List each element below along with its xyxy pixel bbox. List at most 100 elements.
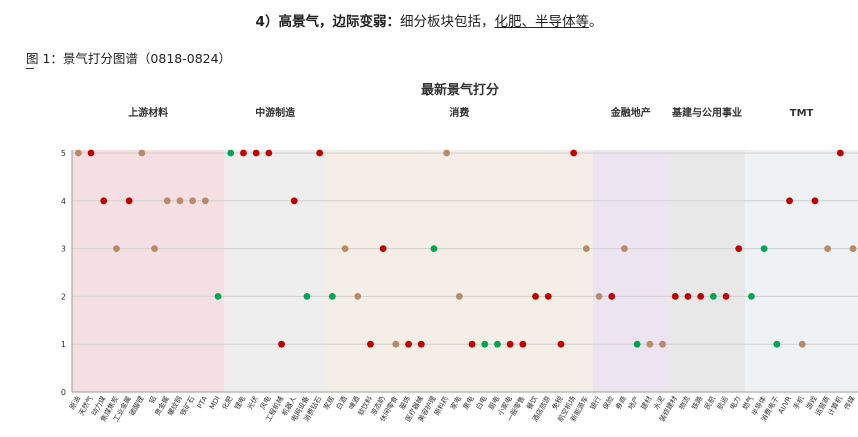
- data-point-0: [74, 149, 82, 157]
- data-point-54: [760, 245, 768, 253]
- group-band-4: [668, 150, 746, 392]
- y-tick-label-0: 0: [61, 388, 66, 397]
- group-label-5: TMT: [790, 108, 814, 119]
- data-point-9: [189, 197, 197, 205]
- group-band-5: [745, 150, 858, 392]
- y-tick-label-3: 3: [61, 245, 66, 254]
- data-point-32: [481, 340, 489, 348]
- data-point-19: [316, 149, 324, 157]
- data-point-8: [176, 197, 184, 205]
- data-point-13: [240, 149, 247, 157]
- data-point-27: [417, 340, 425, 348]
- data-point-58: [811, 197, 819, 205]
- data-point-47: [671, 293, 679, 300]
- data-point-43: [621, 245, 628, 253]
- x-tick-label-43: 券商: [613, 395, 628, 412]
- group-label-1: 中游制造: [255, 106, 296, 119]
- y-tick-label-2: 2: [61, 292, 66, 301]
- data-point-48: [684, 293, 692, 300]
- data-point-26: [405, 340, 412, 348]
- group-labels: 上游材料 中游制造 消费 金融地产 基建与公用事业 TMT: [128, 106, 813, 119]
- x-tick-label-6: 铝: [147, 395, 158, 406]
- x-tick-label-42: 保险: [601, 395, 616, 412]
- headline-underlined: 化肥、半导体等: [494, 14, 589, 30]
- data-point-53: [748, 293, 755, 300]
- data-point-10: [201, 197, 209, 205]
- x-tick-label-61: 传媒: [842, 395, 857, 412]
- data-point-33: [494, 340, 501, 348]
- group-band-0: [72, 150, 225, 392]
- group-label-0: 上游材料: [128, 106, 168, 119]
- data-point-7: [163, 197, 171, 205]
- data-point-12: [227, 149, 235, 157]
- data-point-22: [354, 293, 362, 300]
- group-band-1: [224, 150, 326, 392]
- data-point-34: [506, 340, 514, 348]
- data-point-20: [328, 293, 336, 300]
- x-tick-label-52: 电力: [728, 395, 743, 412]
- x-tick-label-31: 黑电: [461, 395, 476, 412]
- data-point-59: [824, 245, 832, 253]
- data-point-24: [379, 245, 387, 253]
- group-band-2: [326, 150, 593, 392]
- data-point-57: [798, 340, 806, 348]
- x-tick-label-10: PTA: [196, 395, 209, 410]
- headline-text: 细分板块包括，: [399, 14, 495, 30]
- data-point-50: [709, 293, 717, 300]
- data-point-55: [773, 340, 781, 348]
- data-point-18: [303, 293, 311, 300]
- data-point-1: [87, 149, 95, 157]
- data-point-46: [659, 340, 666, 348]
- data-point-44: [633, 340, 641, 348]
- data-points: [74, 149, 857, 348]
- x-tick-label-14: 光伏: [245, 395, 260, 412]
- x-tick-label-44: 地产: [626, 395, 641, 412]
- data-point-17: [290, 197, 298, 205]
- y-axis-ticks: 0 1 2 3 4 5: [61, 149, 66, 397]
- data-point-38: [557, 340, 565, 348]
- data-point-39: [570, 149, 578, 157]
- x-tick-label-12: 化肥: [220, 395, 235, 412]
- x-tick-label-50: 民航: [702, 395, 717, 412]
- data-point-49: [697, 293, 705, 300]
- data-point-56: [786, 197, 793, 205]
- data-point-36: [532, 293, 539, 300]
- data-point-16: [278, 340, 285, 348]
- group-label-4: 基建与公用事业: [671, 106, 742, 119]
- chart-title: 最新景气打分: [421, 82, 499, 98]
- data-point-23: [367, 340, 374, 348]
- data-point-2: [100, 197, 108, 205]
- data-point-25: [392, 340, 400, 348]
- data-point-14: [252, 149, 260, 157]
- data-point-21: [341, 245, 349, 253]
- x-tick-label-49: 铁路: [690, 395, 705, 412]
- caption-underline-mark: [26, 68, 34, 69]
- data-point-37: [544, 293, 552, 300]
- x-tick-label-45: 建材: [639, 395, 654, 412]
- data-point-29: [443, 149, 451, 157]
- data-point-6: [151, 245, 158, 253]
- x-tick-label-30: 家电: [448, 395, 463, 412]
- x-tick-label-21: 白酒: [334, 395, 349, 412]
- headline-bold: 4）高景气，边际变弱：: [255, 14, 400, 30]
- x-tick-label-51: 航运: [715, 395, 730, 412]
- x-tick-label-32: 白电: [474, 395, 489, 412]
- y-tick-label-5: 5: [61, 149, 66, 158]
- data-point-30: [455, 293, 463, 300]
- data-point-61: [849, 245, 857, 253]
- y-tick-label-4: 4: [61, 197, 66, 206]
- x-tick-label-41: 银行: [588, 395, 603, 412]
- x-tick-label-57: 手机: [791, 395, 806, 412]
- data-point-3: [113, 245, 120, 253]
- data-point-31: [468, 340, 476, 348]
- data-point-4: [125, 197, 133, 205]
- data-point-28: [430, 245, 438, 253]
- y-tick-label-1: 1: [61, 340, 66, 349]
- data-point-15: [265, 149, 273, 157]
- headline: 4）高景气，边际变弱：细分板块包括，化肥、半导体等。: [0, 10, 858, 30]
- x-tick-label-11: MDI: [208, 395, 222, 411]
- x-tick-label-48: 物流: [677, 395, 692, 412]
- figure-caption: 图 1：景气打分图谱（0818-0824）: [26, 51, 232, 66]
